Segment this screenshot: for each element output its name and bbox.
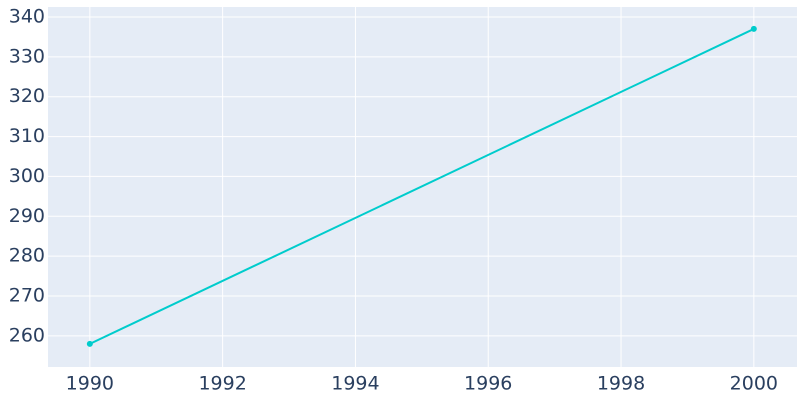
point xyxy=(750,25,757,32)
y-tick-label: 320 xyxy=(9,85,45,107)
x-tick-label: 1996 xyxy=(464,373,512,395)
y-tick-label: 340 xyxy=(9,5,45,27)
y-tick-label: 290 xyxy=(9,205,45,227)
y-tick-label: 260 xyxy=(9,324,45,346)
x-tick-label: 2000 xyxy=(730,373,778,395)
y-tick-label: 330 xyxy=(9,45,45,67)
x-tick-label: 1990 xyxy=(66,373,114,395)
y-tick-label: 280 xyxy=(9,245,45,267)
y-tick-label: 310 xyxy=(9,125,45,147)
point xyxy=(86,340,93,347)
line xyxy=(89,28,755,345)
x-tick-label: 1992 xyxy=(198,373,246,395)
y-tick-label: 270 xyxy=(9,285,45,307)
x-tick-label: 1998 xyxy=(597,373,645,395)
y-tick-label: 300 xyxy=(9,165,45,187)
x-tick-label: 1994 xyxy=(331,373,379,395)
